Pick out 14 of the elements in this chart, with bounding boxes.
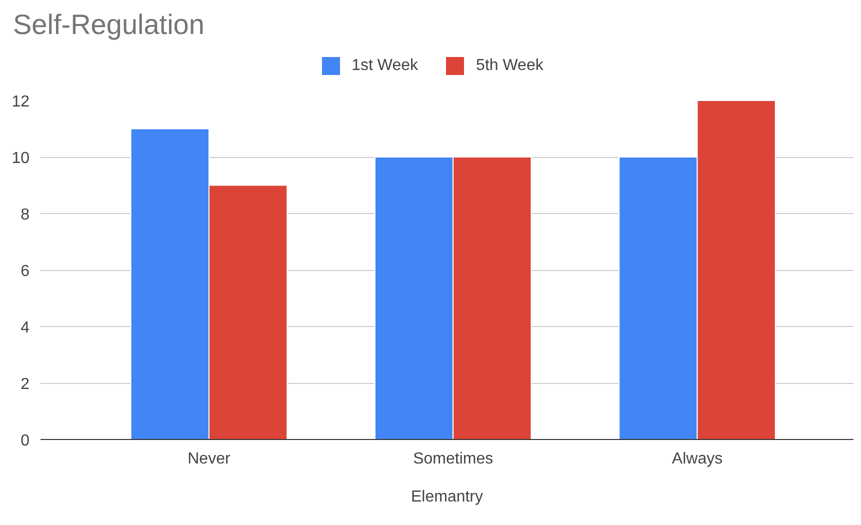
legend-label: 1st Week — [352, 57, 418, 74]
y-tick-label: 2 — [20, 376, 30, 393]
y-tick-label: 12 — [12, 94, 30, 110]
y-tick-label: 6 — [20, 263, 30, 280]
y-tick-label: 8 — [20, 206, 30, 224]
x-tick-label: Never — [188, 450, 231, 468]
x-tick-label: Always — [672, 450, 723, 468]
chart-title: Self-Regulation — [13, 8, 204, 42]
y-tick-label: 4 — [20, 320, 30, 336]
y-tick-label: 10 — [12, 150, 30, 167]
y-tick-label: 0 — [20, 432, 30, 450]
x-tick-label: Sometimes — [413, 450, 494, 468]
legend-label: 5th Week — [476, 57, 544, 74]
x-axis-title: Elemantry — [410, 488, 484, 506]
